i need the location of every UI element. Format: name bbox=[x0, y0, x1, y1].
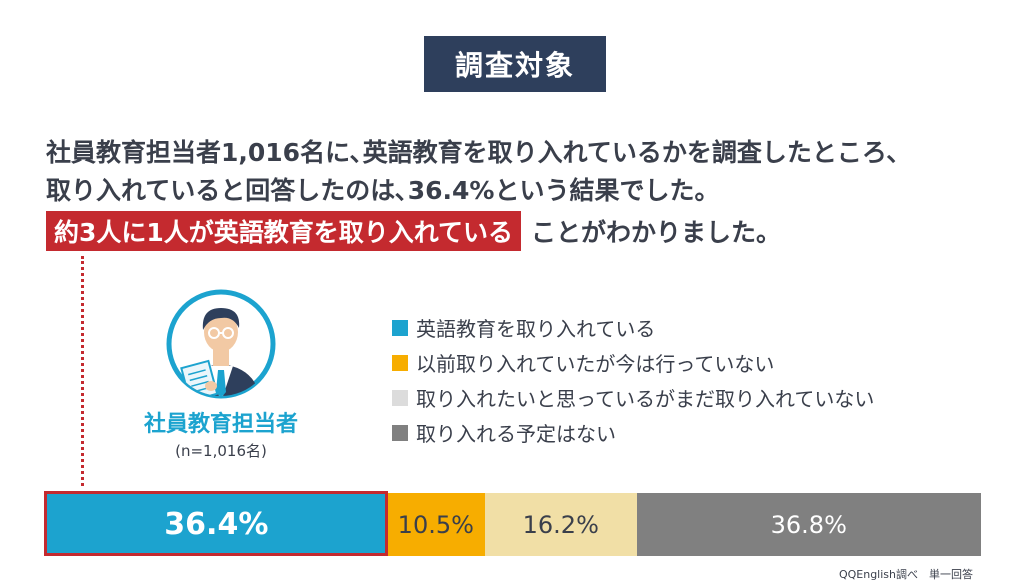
legend-swatch bbox=[392, 319, 408, 336]
legend-swatch bbox=[392, 389, 408, 406]
dotted-connector-line bbox=[81, 256, 84, 486]
legend-item: 以前取り入れていたが今は行っていない bbox=[392, 345, 874, 380]
summary-line-3-rest: ことがわかりました。 bbox=[531, 218, 782, 247]
chart-legend: 英語教育を取り入れている以前取り入れていたが今は行っていない取り入れたいと思って… bbox=[392, 310, 874, 450]
legend-label: 英語教育を取り入れている bbox=[416, 317, 656, 341]
bar-segment: 36.8% bbox=[636, 493, 981, 556]
bar-value-label: 16.2% bbox=[522, 510, 599, 539]
legend-item: 取り入れる予定はない bbox=[392, 415, 874, 450]
page-title: 調査対象 bbox=[424, 36, 606, 92]
legend-item: 取り入れたいと思っているがまだ取り入れていない bbox=[392, 380, 874, 415]
highlight-statement: 約3人に1人が英語教育を取り入れている bbox=[46, 211, 522, 251]
source-note: QQEnglish調べ 単一回答 bbox=[838, 568, 973, 581]
legend-label: 以前取り入れていたが今は行っていない bbox=[416, 352, 775, 376]
stacked-bar-chart: 36.4% 10.5% 16.2% 36.8% bbox=[46, 493, 981, 556]
respondent-avatar-icon bbox=[163, 286, 279, 402]
summary-line-2: 取り入れていると回答したのは､36.4%という結果でした。 bbox=[46, 176, 720, 205]
bar-value-label: 36.8% bbox=[770, 510, 847, 539]
bar-value-label: 10.5% bbox=[397, 510, 474, 539]
bar-segment: 10.5% bbox=[386, 493, 485, 556]
legend-swatch bbox=[392, 424, 408, 441]
legend-label: 取り入れたいと思っているがまだ取り入れていない bbox=[416, 387, 875, 411]
legend-item: 英語教育を取り入れている bbox=[392, 310, 874, 345]
bar-segment: 16.2% bbox=[484, 493, 637, 556]
legend-label: 取り入れる予定はない bbox=[416, 422, 616, 446]
respondent-label: 社員教育担当者 bbox=[143, 412, 298, 437]
bar-value-label: 36.4% bbox=[164, 507, 269, 542]
summary-line-1: 社員教育担当者1,016名に､英語教育を取り入れているかを調査したところ､ bbox=[46, 138, 900, 167]
respondent-count: (n=1,016名) bbox=[175, 442, 267, 460]
bar-segment: 36.4% bbox=[46, 493, 387, 556]
summary-line-3: 約3人に1人が英語教育を取り入れている ことがわかりました。 bbox=[46, 211, 781, 251]
legend-swatch bbox=[392, 354, 408, 371]
